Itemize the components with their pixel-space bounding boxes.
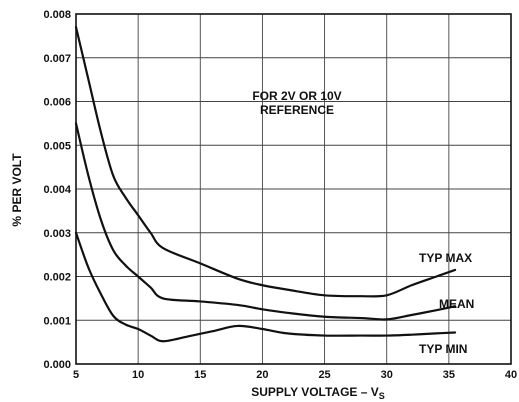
- x-tick-label: 40: [505, 369, 517, 381]
- x-tick-label: 10: [132, 369, 144, 381]
- y-tick-label: 0.007: [43, 53, 71, 65]
- x-tick-label: 35: [443, 369, 455, 381]
- y-tick-label: 0.005: [43, 140, 71, 152]
- x-axis-title-main: SUPPLY VOLTAGE – V: [251, 385, 379, 399]
- x-axis-title-subscript: S: [379, 391, 385, 401]
- series-line-typ-max: [74, 26, 457, 298]
- x-tick-label: 5: [73, 369, 79, 381]
- y-tick-label: 0.001: [43, 315, 71, 327]
- y-tick-label: 0.002: [43, 272, 71, 284]
- x-tick-label: 20: [256, 369, 268, 381]
- series-label-mean: MEAN: [439, 297, 474, 311]
- x-tick-label: 25: [318, 369, 330, 381]
- series-line-typ-min: [74, 231, 457, 343]
- y-tick-label: 0.003: [43, 228, 71, 240]
- y-tick-label: 0.008: [43, 9, 71, 21]
- plot-area-frame: [75, 13, 512, 365]
- y-tick-label: 0.006: [43, 97, 71, 109]
- series-line-mean: [74, 122, 457, 321]
- y-axis-title: % PER VOLT: [10, 153, 24, 227]
- y-tick-label: 0.000: [43, 359, 71, 371]
- annotation-line-1: FOR 2V OR 10V: [252, 89, 341, 103]
- series-label-typ-min: TYP MIN: [419, 342, 467, 356]
- y-tick-label: 0.004: [43, 184, 71, 196]
- grid: [75, 13, 512, 365]
- x-tick-label: 15: [194, 369, 206, 381]
- tick-labels: 5 10 15 20 25 30 35 40 0.000 0.001 0.002 0.003 0.004…: [43, 9, 517, 381]
- series-lines: [74, 26, 457, 343]
- x-tick-label: 30: [381, 369, 393, 381]
- series-label-typ-max: TYP MAX: [419, 251, 472, 265]
- annotation-line-2: REFERENCE: [260, 103, 334, 117]
- x-axis-title: SUPPLY VOLTAGE – VS: [251, 385, 385, 401]
